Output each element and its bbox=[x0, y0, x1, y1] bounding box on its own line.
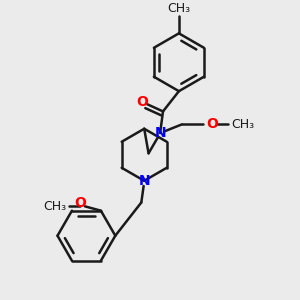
Text: O: O bbox=[136, 95, 148, 109]
Text: CH₃: CH₃ bbox=[231, 118, 254, 131]
Text: CH₃: CH₃ bbox=[43, 200, 66, 213]
Text: N: N bbox=[138, 174, 150, 188]
Text: CH₃: CH₃ bbox=[167, 2, 190, 15]
Text: O: O bbox=[75, 196, 87, 210]
Text: N: N bbox=[154, 126, 166, 140]
Text: O: O bbox=[206, 117, 218, 131]
